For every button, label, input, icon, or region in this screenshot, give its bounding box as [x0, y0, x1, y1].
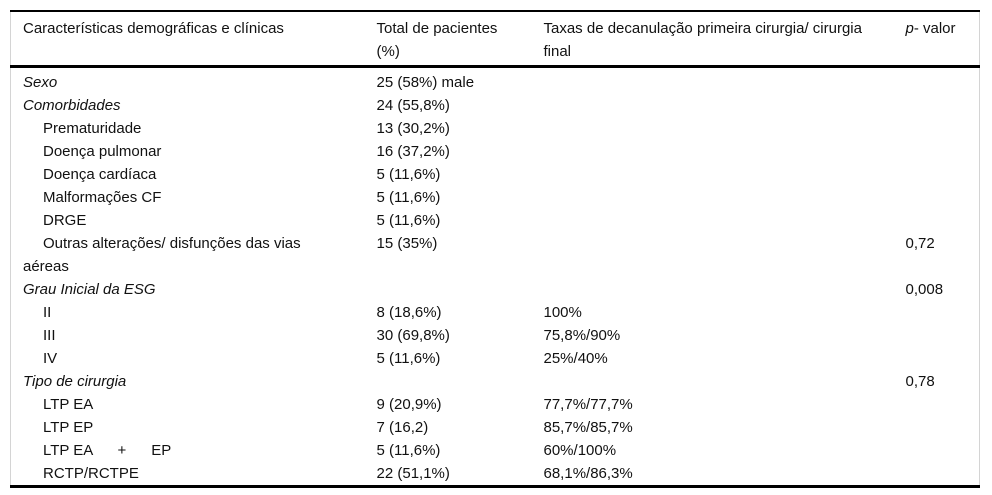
table-body: Sexo 25 (58%) male Comorbidades 24 (55,8…: [11, 67, 980, 487]
row-taxas-decanulacao: [536, 163, 899, 186]
row-label: LTP EA + EP: [43, 442, 172, 459]
row-label: Malformações CF: [43, 189, 162, 206]
row-label: Grau Inicial da ESG: [23, 281, 156, 298]
row-total-pacientes: 7 (16,2): [376, 419, 429, 436]
row-taxas-decanulacao: [536, 370, 899, 393]
row-taxas-decanulacao: [536, 232, 899, 278]
row-label: LTP EA: [43, 396, 94, 413]
col-header-caracteristicas: Características demográficas e clínicas: [10, 11, 366, 68]
table-row: Comorbidades 24 (55,8%): [11, 94, 980, 117]
row-taxas-decanulacao: 75,8%/90%: [543, 327, 621, 344]
row-taxas-decanulacao: [536, 140, 899, 163]
table-row: III 30 (69,8%) 75,8%/90%: [11, 324, 980, 347]
row-total-pacientes: [366, 278, 536, 301]
table-header: Características demográficas e clínicas …: [10, 11, 980, 68]
p-valor-label: - valor: [913, 20, 956, 37]
row-total-pacientes: [366, 370, 536, 393]
row-p-valor: [899, 67, 980, 95]
row-total-pacientes: 16 (37,2%): [376, 143, 450, 160]
row-taxas-decanulacao: [536, 209, 899, 232]
row-label: III: [43, 327, 56, 344]
row-p-valor: [899, 186, 980, 209]
p-valor-italic-p: p: [905, 20, 914, 37]
row-p-valor: [899, 347, 980, 370]
row-total-pacientes: 22 (51,1%): [376, 465, 450, 482]
row-total-pacientes: 30 (69,8%): [376, 327, 450, 344]
table-row: II 8 (18,6%) 100%: [11, 301, 980, 324]
row-label: IV: [43, 350, 58, 367]
row-taxas-decanulacao: 77,7%/77,7%: [543, 396, 633, 413]
row-p-valor: [899, 117, 980, 140]
table-row: Outras alterações/ disfunções das vias a…: [11, 232, 980, 278]
row-p-valor: 0,008: [905, 281, 944, 298]
table-row: Grau Inicial da ESG 0,008: [11, 278, 980, 301]
row-p-valor: 0,72: [905, 235, 935, 252]
table-row: LTP EA + EP 5 (11,6%) 60%/100%: [11, 439, 980, 462]
row-taxas-decanulacao: 60%/100%: [543, 442, 617, 459]
row-p-valor: [899, 439, 980, 462]
row-total-pacientes: 8 (18,6%): [376, 304, 442, 321]
row-total-pacientes: 5 (11,6%): [376, 166, 441, 183]
row-taxas-decanulacao: [536, 67, 899, 95]
row-p-valor: [899, 140, 980, 163]
row-taxas-decanulacao: 100%: [543, 304, 582, 321]
row-taxas-decanulacao: [536, 278, 899, 301]
row-label: Tipo de cirurgia: [23, 373, 127, 390]
row-label: II: [43, 304, 52, 321]
row-label: DRGE: [43, 212, 87, 229]
row-taxas-decanulacao: 68,1%/86,3%: [543, 465, 633, 482]
table-row: RCTP/RCTPE 22 (51,1%) 68,1%/86,3%: [11, 462, 980, 487]
row-taxas-decanulacao: 85,7%/85,7%: [543, 419, 633, 436]
row-total-pacientes: 5 (11,6%): [376, 442, 441, 459]
row-p-valor: 0,78: [905, 373, 935, 390]
row-p-valor: [899, 393, 980, 416]
row-taxas-decanulacao: [536, 186, 899, 209]
row-total-pacientes: 5 (11,6%): [376, 212, 441, 229]
row-label: Doença cardíaca: [43, 166, 157, 183]
row-label: LTP EP: [43, 419, 94, 436]
row-p-valor: [899, 94, 980, 117]
table-row: IV 5 (11,6%) 25%/40%: [11, 347, 980, 370]
row-label: Comorbidades: [23, 97, 121, 114]
col-header-taxas-decanulacao: Taxas de decanulação primeira cirurgia/ …: [535, 11, 899, 68]
col-header-p-valor: p- valor: [898, 11, 980, 68]
row-label: RCTP/RCTPE: [43, 465, 139, 482]
row-total-pacientes: 5 (11,6%): [376, 189, 441, 206]
row-total-pacientes: 24 (55,8%): [376, 97, 450, 114]
table-row: Tipo de cirurgia 0,78: [11, 370, 980, 393]
row-label: Outras alterações/ disfunções das vias a…: [23, 235, 301, 275]
row-total-pacientes: 13 (30,2%): [376, 120, 450, 137]
col-header-total-pacientes: Total de pacientes (%): [365, 11, 536, 68]
table-row: DRGE 5 (11,6%): [11, 209, 980, 232]
row-p-valor: [899, 163, 980, 186]
demographics-clinical-table: Características demográficas e clínicas …: [10, 10, 980, 488]
row-taxas-decanulacao: 25%/40%: [543, 350, 608, 367]
row-label: Doença pulmonar: [43, 143, 162, 160]
row-total-pacientes: 15 (35%): [376, 235, 438, 252]
table-row: Doença pulmonar 16 (37,2%): [11, 140, 980, 163]
row-label: Prematuridade: [43, 120, 142, 137]
table-row: Prematuridade 13 (30,2%): [11, 117, 980, 140]
row-total-pacientes: 5 (11,6%): [376, 350, 441, 367]
row-total-pacientes: 9 (20,9%): [376, 396, 442, 413]
row-p-valor: [899, 301, 980, 324]
row-taxas-decanulacao: [536, 94, 899, 117]
header-row: Características demográficas e clínicas …: [10, 11, 980, 68]
row-label: Sexo: [23, 74, 58, 91]
table-row: LTP EA 9 (20,9%) 77,7%/77,7%: [11, 393, 980, 416]
table-row: LTP EP 7 (16,2) 85,7%/85,7%: [11, 416, 980, 439]
row-total-pacientes: 25 (58%) male: [376, 74, 475, 91]
row-p-valor: [899, 209, 980, 232]
row-p-valor: [899, 462, 980, 487]
table-row: Sexo 25 (58%) male: [11, 67, 980, 95]
row-taxas-decanulacao: [536, 117, 899, 140]
row-p-valor: [899, 416, 980, 439]
table-row: Doença cardíaca 5 (11,6%): [11, 163, 980, 186]
table-row: Malformações CF 5 (11,6%): [11, 186, 980, 209]
row-p-valor: [899, 324, 980, 347]
